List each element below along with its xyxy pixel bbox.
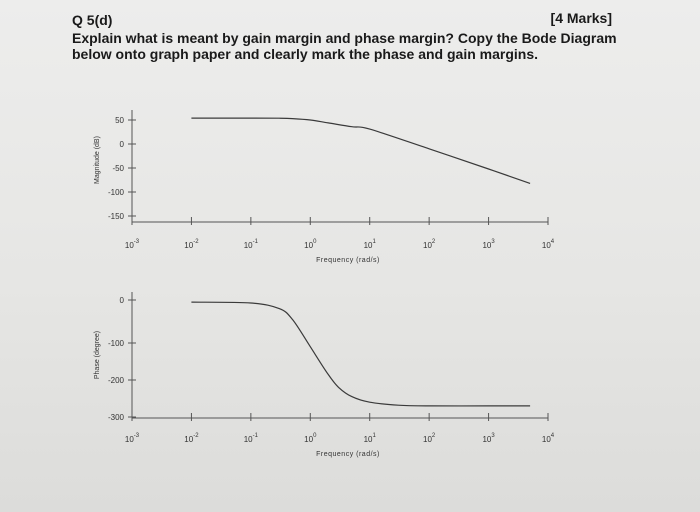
phase-x-tick-label: 101 bbox=[364, 433, 377, 444]
magnitude-x-tick-label: 100 bbox=[304, 239, 317, 250]
magnitude-y-axis-title: Magnitude (dB) bbox=[94, 136, 101, 184]
magnitude-x-tick-label: 104 bbox=[542, 239, 555, 250]
phase-y-axis-title: Phase (degree) bbox=[94, 331, 101, 379]
phase-x-tick-label: 104 bbox=[542, 433, 555, 444]
magnitude-y-tick-label: 50 bbox=[115, 116, 124, 125]
phase-series-line bbox=[191, 301, 531, 407]
magnitude-x-tick-label: 103 bbox=[482, 239, 495, 250]
magnitude-y-tick-label: -50 bbox=[112, 164, 124, 173]
phase-y-tick-label: -100 bbox=[108, 339, 125, 348]
phase-x-axis-title: Frequency (rad/s) bbox=[316, 451, 380, 458]
phase-y-tick-label: 0 bbox=[120, 296, 125, 305]
phase-x-tick-label: 103 bbox=[482, 433, 495, 444]
magnitude-x-tick-label: 10-2 bbox=[184, 239, 199, 250]
magnitude-y-tick-label: 0 bbox=[120, 140, 125, 149]
phase-y-tick-label: -300 bbox=[108, 413, 125, 422]
magnitude-y-tick-label: -100 bbox=[108, 188, 125, 197]
question-marks: [4 Marks] bbox=[550, 10, 612, 26]
question-number: Q 5(d) bbox=[72, 12, 113, 28]
question-text: Explain what is meant by gain margin and… bbox=[72, 30, 617, 62]
magnitude-x-tick-label: 10-3 bbox=[125, 239, 140, 250]
magnitude-y-tick-label: -150 bbox=[108, 212, 125, 221]
phase-x-tick-label: 10-3 bbox=[125, 433, 140, 444]
magnitude-x-axis-title: Frequency (rad/s) bbox=[316, 257, 380, 264]
magnitude-x-tick-label: 101 bbox=[364, 239, 377, 250]
magnitude-x-tick-label: 10-1 bbox=[244, 239, 259, 250]
phase-x-tick-label: 10-1 bbox=[244, 433, 259, 444]
magnitude-series-line bbox=[191, 117, 531, 184]
phase-x-tick-label: 10-2 bbox=[184, 433, 199, 444]
phase-y-tick-label: -200 bbox=[108, 376, 125, 385]
phase-x-tick-label: 100 bbox=[304, 433, 317, 444]
magnitude-x-tick-label: 102 bbox=[423, 239, 436, 250]
phase-x-tick-label: 102 bbox=[423, 433, 436, 444]
